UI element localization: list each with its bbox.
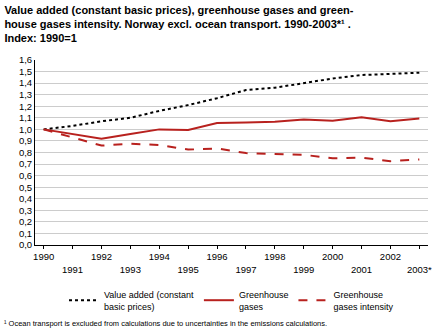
svg-text:1993: 1993 — [120, 264, 141, 275]
svg-text:1990: 1990 — [33, 251, 54, 262]
svg-text:Greenhousegases intensity: Greenhousegases intensity — [333, 290, 393, 312]
svg-text:0,5: 0,5 — [19, 182, 32, 193]
svg-text:0,2: 0,2 — [19, 216, 32, 227]
svg-text:1999: 1999 — [293, 264, 314, 275]
svg-text:1,4: 1,4 — [19, 77, 32, 88]
svg-text:2003*: 2003* — [407, 264, 432, 275]
svg-text:1,2: 1,2 — [19, 101, 32, 112]
svg-text:1,0: 1,0 — [19, 124, 32, 135]
svg-text:0,4: 0,4 — [19, 193, 32, 204]
svg-text:1,6: 1,6 — [19, 54, 32, 65]
svg-text:0,6: 0,6 — [19, 170, 32, 181]
svg-text:Value added (constant basic pr: Value added (constant basic prices), gre… — [4, 4, 353, 45]
svg-text:1,3: 1,3 — [19, 89, 32, 100]
svg-text:0,9: 0,9 — [19, 135, 32, 146]
svg-text:¹ Ocean transport is excluded: ¹ Ocean transport is excluded from calcu… — [4, 319, 327, 328]
svg-text:Value added (constantbasic pri: Value added (constantbasic prices) — [104, 290, 194, 312]
svg-text:1998: 1998 — [264, 251, 285, 262]
svg-text:0,8: 0,8 — [19, 147, 32, 158]
svg-text:1997: 1997 — [235, 264, 256, 275]
svg-text:0,1: 0,1 — [19, 228, 32, 239]
svg-text:1994: 1994 — [149, 251, 170, 262]
svg-text:0,7: 0,7 — [19, 158, 32, 169]
svg-text:0,0: 0,0 — [19, 239, 32, 250]
svg-text:1,5: 1,5 — [19, 66, 32, 77]
svg-text:1992: 1992 — [91, 251, 112, 262]
svg-text:1,1: 1,1 — [19, 112, 32, 123]
svg-text:1991: 1991 — [62, 264, 83, 275]
svg-text:1995: 1995 — [178, 264, 199, 275]
svg-text:2001: 2001 — [351, 264, 372, 275]
svg-text:1996: 1996 — [206, 251, 227, 262]
svg-text:2002: 2002 — [380, 251, 401, 262]
svg-text:Greenhousegases: Greenhousegases — [239, 290, 289, 312]
svg-text:0,3: 0,3 — [19, 205, 32, 216]
svg-text:2000: 2000 — [322, 251, 343, 262]
